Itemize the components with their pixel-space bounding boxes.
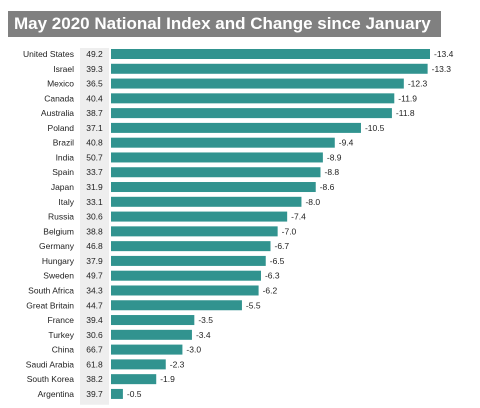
bar [111,329,192,340]
bar [111,211,288,222]
data-label: -6.7 [275,241,290,251]
category-label: Brazil [53,138,74,148]
category-label: Sweden [43,271,74,281]
data-label: -0.5 [127,389,142,399]
data-label: -13.4 [434,49,454,59]
index-value: 66.7 [86,345,103,355]
data-label: -6.3 [265,271,280,281]
index-value: 33.1 [86,197,103,207]
data-label: -10.5 [365,123,385,133]
data-label: -7.4 [291,212,306,222]
category-label: France [48,315,75,325]
bar [111,182,316,193]
data-label: -11.9 [398,93,417,103]
category-label: Japan [51,182,74,192]
index-value: 30.6 [86,212,103,222]
index-value: 61.8 [86,359,103,369]
data-label: -5.5 [246,300,261,310]
data-label: -8.8 [324,167,339,177]
category-label: India [56,152,75,162]
index-value: 46.8 [86,241,103,251]
bar [111,374,157,385]
bar [111,388,123,399]
index-value: 50.7 [86,152,103,162]
category-label: South Africa [28,285,74,295]
data-label: -3.4 [196,330,211,340]
data-label: -11.8 [396,108,415,118]
data-label: -6.2 [263,285,278,295]
bar [111,315,195,326]
data-label: -3.0 [186,345,201,355]
data-label: -8.6 [320,182,335,192]
index-value: 33.7 [86,167,103,177]
index-column-background [80,48,109,405]
index-value: 39.3 [86,64,103,74]
category-label: Spain [52,167,74,177]
data-label: -7.0 [282,226,297,236]
category-label: Belgium [43,226,74,236]
bar [111,285,259,296]
category-label: Germany [39,241,75,251]
category-label: Turkey [48,330,74,340]
data-label: -2.3 [170,359,185,369]
category-label: Italy [58,197,74,207]
data-label: -8.0 [305,197,320,207]
index-value: 39.4 [86,315,103,325]
bar [111,255,266,266]
category-label: Great Britain [26,300,74,310]
data-label: -3.5 [198,315,213,325]
index-value: 38.8 [86,226,103,236]
index-value: 49.2 [86,49,103,59]
bar [111,196,302,207]
bar [111,359,166,370]
index-value: 36.5 [86,79,103,89]
bar [111,226,278,237]
index-value: 49.7 [86,271,103,281]
index-value: 37.1 [86,123,103,133]
index-value: 38.2 [86,374,103,384]
bar [111,108,392,119]
category-label: Israel [53,64,74,74]
data-label: -9.4 [339,138,354,148]
category-label: Poland [48,123,75,133]
category-label: Russia [48,212,74,222]
bar [111,300,242,311]
chart-title: May 2020 National Index and Change since… [8,11,441,37]
bar [111,137,335,148]
category-label: Canada [44,93,74,103]
category-label: Mexico [47,79,74,89]
index-value: 40.4 [86,93,103,103]
bar [111,167,321,178]
bar [111,93,395,104]
data-label: -8.9 [327,152,342,162]
index-value: 31.9 [86,182,103,192]
data-label: -12.3 [408,79,428,89]
index-value: 30.6 [86,330,103,340]
bar [111,49,430,59]
index-value: 34.3 [86,285,103,295]
bar [111,78,404,89]
bar [111,63,428,74]
index-value: 38.7 [86,108,103,118]
category-label: South Korea [27,374,75,384]
bar [111,122,361,133]
data-label: -6.5 [270,256,285,266]
bar [111,241,271,252]
bar [111,152,323,163]
index-value: 40.8 [86,138,103,148]
category-label: Hungary [42,256,75,266]
data-label: -13.3 [432,64,452,74]
category-label: Argentina [38,389,75,399]
category-label: Australia [41,108,74,118]
index-value: 44.7 [86,300,103,310]
category-label: Saudi Arabia [26,359,74,369]
bar [111,344,183,355]
index-value: 37.9 [86,256,103,266]
category-label: United States [23,49,74,59]
index-value: 39.7 [86,389,103,399]
data-label: -1.9 [160,374,175,384]
category-label: China [52,345,74,355]
bar [111,270,261,281]
